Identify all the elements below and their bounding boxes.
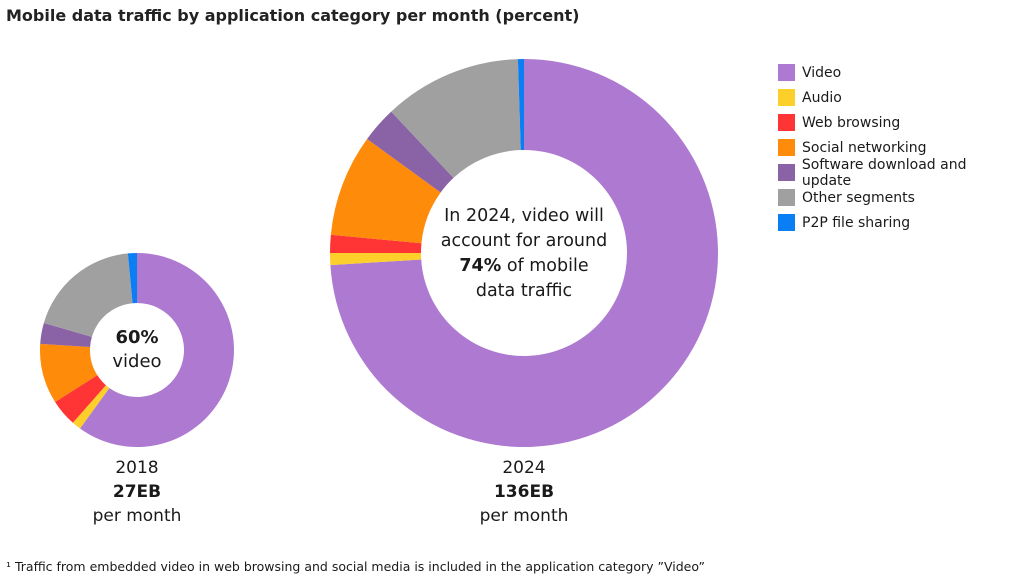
caption-2018: 2018 27EB per month (77, 456, 197, 528)
slice-2024-video (330, 59, 718, 448)
legend-label: Software download and update (801, 156, 967, 189)
legend-item: P2P file sharing (778, 210, 1018, 235)
slice-2024-other-segments (391, 59, 521, 178)
slice-2024-audio (330, 253, 422, 266)
legend-label: Web browsing (802, 114, 901, 131)
chart-title: Mobile data traffic by application categ… (6, 6, 580, 25)
legend-item: Web browsing (778, 110, 1018, 135)
center-value: 60% (115, 327, 159, 348)
legend-swatch (778, 139, 795, 156)
legend: Video Audio Web browsing Social networking S… (778, 60, 1018, 235)
footnote: ¹ Traffic from embedded video in web bro… (6, 559, 706, 574)
slice-2024-web-browsing (330, 234, 422, 253)
slice-2024-software-download-and-update (367, 111, 454, 193)
center-text: account for around (440, 231, 608, 251)
legend-swatch (778, 64, 795, 81)
slice-2018-social-networking (40, 343, 98, 402)
center-text: data traffic (475, 281, 573, 301)
slice-2024-p2p-file-sharing (517, 59, 524, 151)
legend-swatch (778, 89, 795, 106)
legend-item: Audio (778, 85, 1018, 110)
caption-2024: 2024 136EB per month (454, 456, 594, 528)
center-text: In 2024, video will (444, 206, 604, 226)
legend-swatch (778, 189, 795, 206)
legend-swatch (778, 214, 795, 231)
total-label: 27EB (112, 482, 162, 502)
slice-2018-p2p-file-sharing (127, 253, 137, 304)
year-label: 2018 (115, 458, 159, 478)
center-value: 74% (459, 256, 502, 276)
total-label: 136EB (493, 482, 555, 502)
legend-item: Video (778, 60, 1018, 85)
slice-2018-video (79, 253, 235, 447)
slice-2024-social-networking (330, 138, 441, 244)
legend-swatch (778, 164, 795, 181)
legend-item: Social networking (778, 135, 1018, 160)
year-label: 2024 (502, 458, 546, 478)
unit-label: per month (92, 506, 182, 526)
legend-label: Audio (802, 89, 842, 106)
slice-2018-audio (72, 385, 110, 429)
legend-item: Software download and update (778, 157, 1018, 189)
slice-2018-other-segments (43, 253, 133, 337)
center-label-2018: 60% video (87, 326, 187, 374)
slice-2018-software-download-and-update (40, 322, 92, 348)
legend-swatch (778, 114, 795, 131)
legend-label: Video (802, 64, 842, 81)
legend-label: P2P file sharing (802, 214, 911, 231)
center-label-2024: In 2024, video will account for around 7… (424, 204, 624, 304)
unit-label: per month (479, 506, 569, 526)
legend-label: Social networking (802, 139, 927, 156)
legend-label: Other segments (802, 189, 915, 206)
legend-item: Other segments (778, 185, 1018, 210)
center-text: video (112, 351, 162, 372)
center-text: of mobile (501, 256, 589, 276)
slice-2018-web-browsing (55, 375, 106, 423)
